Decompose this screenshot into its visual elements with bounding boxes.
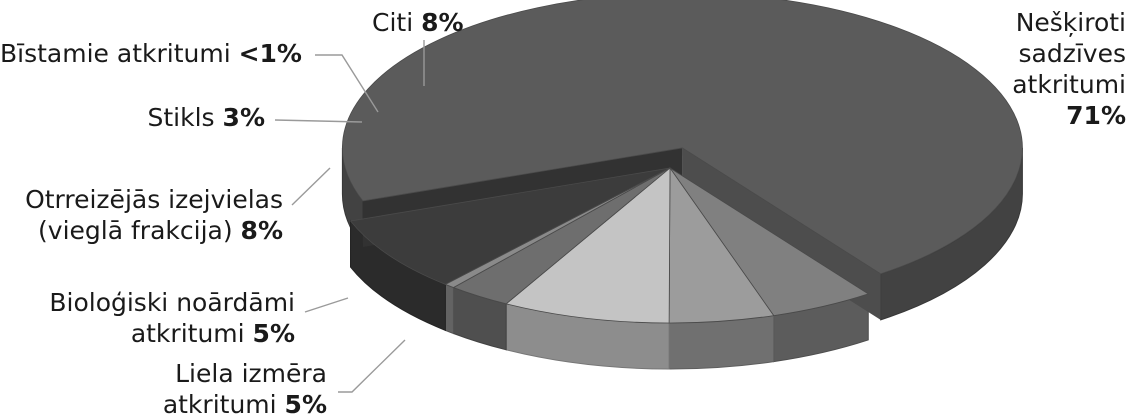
slice-value-liela: 5% — [284, 390, 327, 419]
slice-label-stikls: Stikls 3% — [147, 103, 265, 132]
slice-value-bistamie: <1% — [238, 39, 302, 68]
leader-line-otrreizejas — [291, 167, 331, 206]
leader-lines — [274, 40, 425, 393]
slice-value-citi: 8% — [421, 8, 464, 37]
slice-label-otrreizejas: Otrreizējās izejvielas (vieglā frakcija)… — [25, 185, 283, 245]
leader-line-liela — [338, 339, 406, 393]
pie-slice-citi — [349, 167, 671, 285]
pie-side-bistamie — [444, 283, 454, 335]
slice-value-stikls: 3% — [222, 103, 265, 132]
slice-value-biologiski: 5% — [252, 319, 295, 348]
slice-label-biologiski: Bioloģiski noārdāmi atkritumi 5% — [49, 288, 295, 348]
leader-line-stikls — [274, 119, 363, 123]
leader-line-biologiski — [304, 297, 349, 313]
slice-label-bistamie: Bīstamie atkritumi <1% — [0, 39, 302, 68]
pie-side-biologiski — [668, 315, 775, 370]
slice-value-nesķiroti: 71% — [1066, 101, 1126, 130]
pie-slice-nesķiroti — [342, 0, 1023, 275]
slice-value-otrreizejas: 8% — [240, 216, 283, 245]
slice-label-citi: Citi 8% — [372, 8, 464, 37]
pie-slices — [342, 0, 1023, 324]
slice-label-nesķiroti: Nešķiroti sadzīves atkritumi 71% — [1012, 8, 1126, 130]
slice-label-liela: Liela izmēra atkritumi 5% — [162, 359, 327, 419]
leader-line-bistamie — [315, 54, 379, 113]
pie-slice-otrreizejas — [505, 167, 671, 324]
